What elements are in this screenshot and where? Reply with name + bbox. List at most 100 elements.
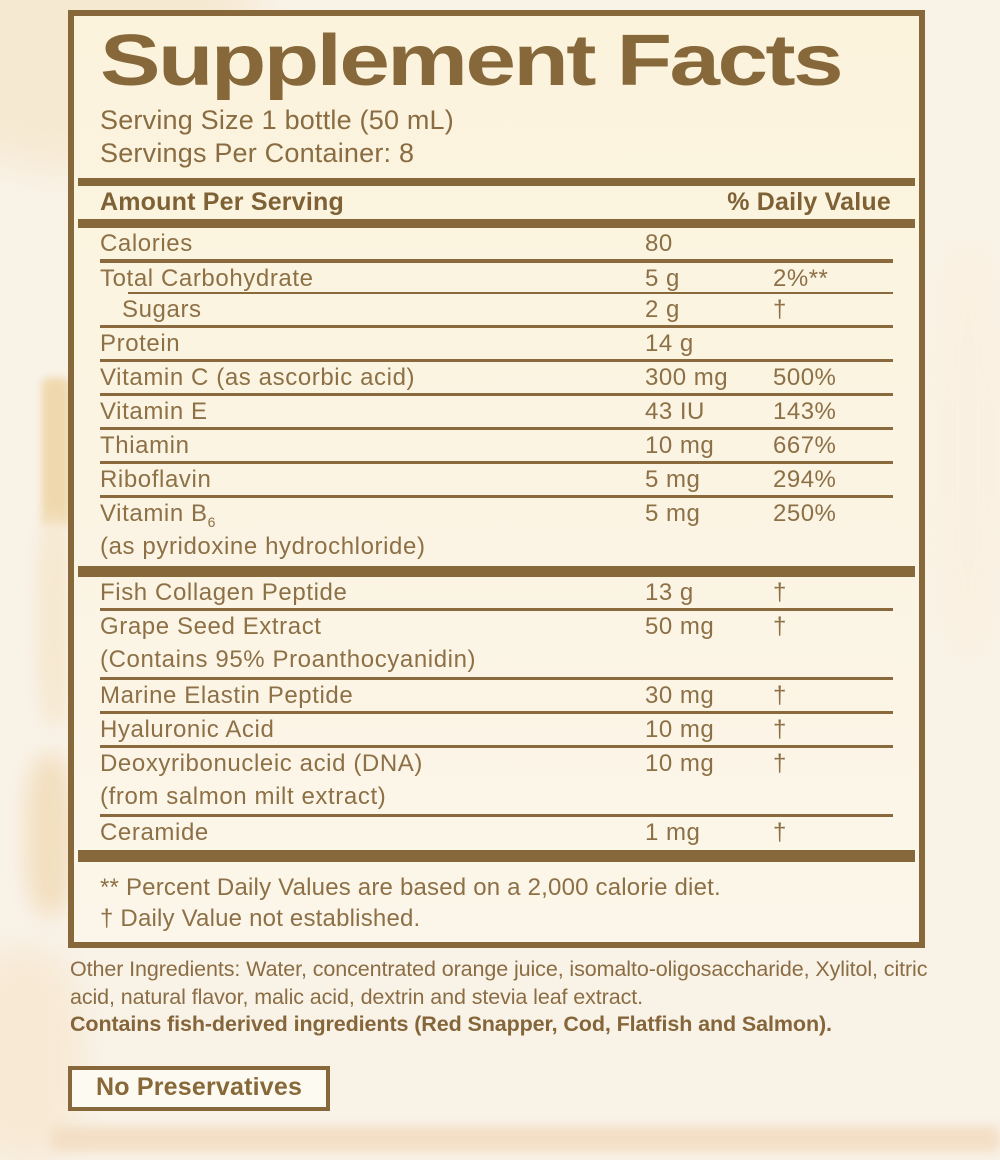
- footnote-daily-values: ** Percent Daily Values are based on a 2…: [100, 873, 721, 901]
- nutrient-amount: 13 g: [645, 578, 694, 606]
- divider-bar-section: [78, 565, 915, 577]
- nutrient-amount: 5 g: [645, 264, 680, 292]
- nutrient-daily-value: †: [773, 818, 787, 846]
- footnotes: ** Percent Daily Values are based on a 2…: [100, 872, 893, 934]
- table-row: Marine Elastin Peptide 30 mg †: [100, 680, 893, 714]
- table-row: Hyaluronic Acid 10 mg †: [100, 714, 893, 748]
- nutrient-name: Vitamin C (as ascorbic acid): [100, 364, 645, 391]
- table-row: Deoxyribonucleic acid (DNA) (from salmon …: [100, 748, 893, 817]
- nutrient-name-secondary: (from salmon milt extract): [100, 782, 387, 810]
- nutrient-amount: 43 IU: [645, 397, 705, 425]
- nutrient-name: Fish Collagen Peptide: [100, 579, 645, 606]
- supplement-facts-panel: Supplement Facts Serving Size 1 bottle (…: [68, 10, 925, 948]
- nutrient-name: Marine Elastin Peptide: [100, 682, 645, 709]
- nutrient-daily-value: †: [773, 715, 787, 743]
- other-ingredients: Other Ingredients: Water, concentrated o…: [70, 956, 944, 1039]
- table-row: Vitamin C (as ascorbic acid) 300 mg 500%: [100, 362, 893, 396]
- nutrient-name-text: Grape Seed Extract: [100, 612, 322, 640]
- nutrient-name-text: Riboflavin: [100, 465, 212, 493]
- nutrient-amount: 14 g: [645, 329, 694, 357]
- table-row: Sugars 2 g †: [100, 294, 893, 328]
- nutrient-amount: 300 mg: [645, 363, 729, 391]
- nutrient-name-text: Fish Collagen Peptide: [100, 578, 348, 606]
- panel-title: Supplement Facts: [100, 21, 844, 101]
- footnote-not-established: † Daily Value not established.: [100, 904, 421, 932]
- table-row: Fish Collagen Peptide 13 g †: [100, 577, 893, 611]
- nutrient-name: Sugars: [100, 296, 645, 323]
- no-preservatives-badge: No Preservatives: [68, 1066, 331, 1111]
- other-ingredients-text: Other Ingredients: Water, concentrated o…: [70, 957, 928, 1009]
- watercolor-wash-bottom-left: [0, 950, 80, 1160]
- allergen-statement: Contains fish-derived ingredients (Red S…: [70, 1012, 832, 1036]
- nutrient-amount: 30 mg: [645, 681, 715, 709]
- table-row: Total Carbohydrate 5 g 2%**: [100, 263, 893, 294]
- header-daily-value: % Daily Value: [727, 187, 891, 216]
- table-row: Grape Seed Extract (Contains 95% Proantho…: [100, 611, 893, 680]
- table-row: Vitamin E 43 IU 143%: [100, 396, 893, 430]
- nutrient-name-secondary: (as pyridoxine hydrochloride): [100, 532, 426, 560]
- nutrient-name-text: Calories: [100, 229, 193, 257]
- divider-bar-bottom: [78, 849, 915, 862]
- nutrient-amount: 2 g: [645, 295, 680, 323]
- nutrient-name-subscript: 6: [207, 513, 217, 530]
- nutrient-amount: 5 mg: [645, 499, 701, 527]
- watercolor-wash-bottom-strip: [50, 1126, 1000, 1152]
- nutrient-amount: 80: [645, 229, 673, 257]
- nutrient-daily-value: 2%**: [773, 264, 829, 292]
- nutrient-name: Grape Seed Extract (Contains 95% Proantho…: [100, 613, 645, 675]
- nutrient-name-text: Marine Elastin Peptide: [100, 681, 354, 709]
- nutrient-name: Total Carbohydrate: [100, 265, 645, 292]
- nutrient-name-text: Vitamin B: [100, 499, 208, 527]
- nutrient-daily-value: †: [773, 295, 787, 323]
- nutrient-name-secondary: (Contains 95% Proanthocyanidin): [100, 645, 477, 673]
- nutrient-daily-value: †: [773, 681, 787, 709]
- watercolor-wash-left-lower: [26, 755, 74, 915]
- nutrient-daily-value: 500%: [773, 363, 837, 391]
- nutrient-name: Thiamin: [100, 432, 645, 459]
- header-amount-per-serving: Amount Per Serving: [100, 187, 344, 216]
- nutrient-name-text: Hyaluronic Acid: [100, 715, 275, 743]
- table-header-row: Amount Per Serving % Daily Value: [100, 186, 893, 219]
- nutrient-daily-value: †: [773, 749, 787, 777]
- nutrient-daily-value: 250%: [773, 499, 837, 527]
- nutrient-name-text: Thiamin: [100, 431, 190, 459]
- servings-per-container: Servings Per Container: 8: [100, 137, 415, 168]
- nutrient-amount: 50 mg: [645, 612, 715, 640]
- watercolor-wash-left-mid: [38, 515, 70, 725]
- nutrient-name-text: Total Carbohydrate: [100, 264, 314, 292]
- nutrient-amount: 1 mg: [645, 818, 701, 846]
- nutrient-daily-value: 294%: [773, 465, 837, 493]
- nutrient-name-text: Sugars: [122, 295, 202, 323]
- nutrient-name-text: Vitamin E: [100, 397, 208, 425]
- nutrient-name: Deoxyribonucleic acid (DNA) (from salmon …: [100, 750, 645, 812]
- nutrient-daily-value: †: [773, 612, 787, 640]
- nutrient-name-text: Deoxyribonucleic acid (DNA): [100, 749, 423, 777]
- nutrient-name: Vitamin B6 (as pyridoxine hydrochloride): [100, 500, 645, 562]
- nutrient-name: Riboflavin: [100, 466, 645, 493]
- nutrient-name: Vitamin E: [100, 398, 645, 425]
- table-row: Thiamin 10 mg 667%: [100, 430, 893, 464]
- nutrient-name: Protein: [100, 330, 645, 357]
- nutrient-name-text: Vitamin C (as ascorbic acid): [100, 363, 416, 391]
- nutrient-daily-value: 667%: [773, 431, 837, 459]
- nutrient-amount: 10 mg: [645, 715, 715, 743]
- nutrient-name: Hyaluronic Acid: [100, 716, 645, 743]
- table-row: Vitamin B6 (as pyridoxine hydrochloride) …: [100, 498, 893, 564]
- nutrient-amount: 10 mg: [645, 431, 715, 459]
- nutrient-name: Ceramide: [100, 819, 645, 846]
- serving-info: Serving Size 1 bottle (50 mL) Servings P…: [100, 104, 893, 170]
- table-row: Calories 80: [100, 228, 893, 263]
- divider-bar-top: [78, 177, 915, 186]
- divider-bar-header: [78, 218, 915, 228]
- watercolor-wash-left-strip: [42, 378, 70, 526]
- nutrient-amount: 10 mg: [645, 749, 715, 777]
- table-row: Riboflavin 5 mg 294%: [100, 464, 893, 498]
- nutrient-name-text: Protein: [100, 329, 181, 357]
- table-row: Ceramide 1 mg †: [100, 817, 893, 848]
- nutrient-name-text: Ceramide: [100, 818, 209, 846]
- nutrient-amount: 5 mg: [645, 465, 701, 493]
- nutrient-daily-value: 143%: [773, 397, 837, 425]
- table-row: Protein 14 g: [100, 328, 893, 362]
- watercolor-wash-right: [928, 240, 1000, 660]
